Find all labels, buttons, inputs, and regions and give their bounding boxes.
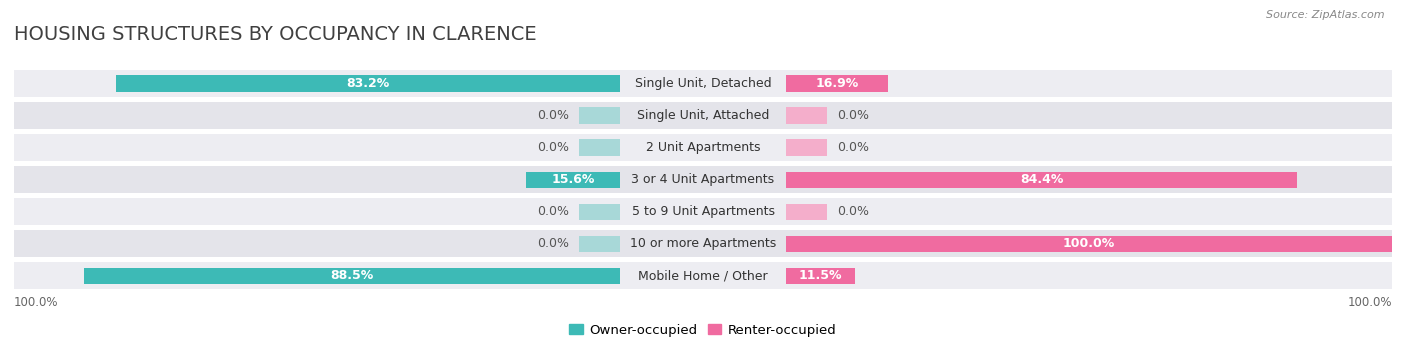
Text: 100.0%: 100.0% — [1063, 237, 1115, 250]
Text: 15.6%: 15.6% — [551, 173, 595, 186]
Text: 10 or more Apartments: 10 or more Apartments — [630, 237, 776, 250]
Bar — [579, 204, 620, 220]
Text: 0.0%: 0.0% — [537, 109, 568, 122]
Bar — [786, 75, 889, 92]
Text: Source: ZipAtlas.com: Source: ZipAtlas.com — [1267, 10, 1385, 20]
Text: Mobile Home / Other: Mobile Home / Other — [638, 269, 768, 282]
Bar — [14, 70, 1392, 98]
Bar — [115, 75, 620, 92]
Text: 0.0%: 0.0% — [838, 109, 869, 122]
Text: 3 or 4 Unit Apartments: 3 or 4 Unit Apartments — [631, 173, 775, 186]
Bar — [579, 236, 620, 252]
Bar — [786, 172, 1298, 188]
Text: Single Unit, Detached: Single Unit, Detached — [634, 77, 772, 90]
Bar — [786, 236, 1392, 252]
Text: 0.0%: 0.0% — [838, 141, 869, 154]
Text: 84.4%: 84.4% — [1019, 173, 1063, 186]
Bar — [786, 139, 827, 156]
Text: 100.0%: 100.0% — [14, 296, 59, 309]
Text: 0.0%: 0.0% — [838, 205, 869, 218]
Bar — [579, 139, 620, 156]
Bar — [786, 204, 827, 220]
Text: 5 to 9 Unit Apartments: 5 to 9 Unit Apartments — [631, 205, 775, 218]
Bar — [526, 172, 620, 188]
Bar — [84, 268, 620, 284]
Bar — [579, 107, 620, 124]
Text: 88.5%: 88.5% — [330, 269, 374, 282]
Text: 16.9%: 16.9% — [815, 77, 859, 90]
Text: 2 Unit Apartments: 2 Unit Apartments — [645, 141, 761, 154]
Legend: Owner-occupied, Renter-occupied: Owner-occupied, Renter-occupied — [564, 318, 842, 341]
Text: 83.2%: 83.2% — [346, 77, 389, 90]
Text: 0.0%: 0.0% — [537, 141, 568, 154]
Bar — [14, 102, 1392, 129]
Text: HOUSING STRUCTURES BY OCCUPANCY IN CLARENCE: HOUSING STRUCTURES BY OCCUPANCY IN CLARE… — [14, 25, 537, 44]
Bar — [14, 134, 1392, 161]
Text: 11.5%: 11.5% — [799, 269, 842, 282]
Bar — [14, 198, 1392, 225]
Bar — [14, 166, 1392, 193]
Bar — [786, 107, 827, 124]
Bar — [14, 230, 1392, 257]
Text: 0.0%: 0.0% — [537, 237, 568, 250]
Text: Single Unit, Attached: Single Unit, Attached — [637, 109, 769, 122]
Bar — [14, 262, 1392, 290]
Bar — [786, 268, 855, 284]
Text: 100.0%: 100.0% — [1347, 296, 1392, 309]
Text: 0.0%: 0.0% — [537, 205, 568, 218]
